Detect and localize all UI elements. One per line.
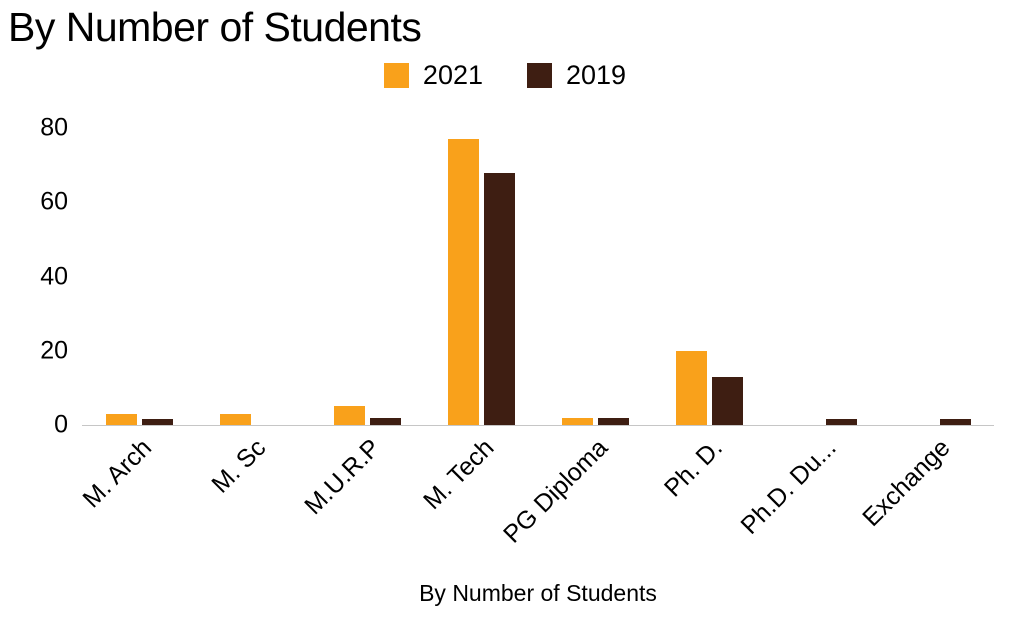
y-axis: 0 20 40 60 80 — [0, 115, 68, 437]
bar-2021 — [219, 413, 251, 425]
bar-2019 — [369, 417, 401, 425]
x-axis-category-label: PG Diploma — [498, 433, 614, 549]
legend-item-2021: 2021 — [383, 60, 483, 91]
x-axis-category-label: M.U.R.P — [298, 433, 386, 521]
category-group: M. Arch — [78, 128, 173, 513]
category-group: Exchange — [857, 128, 971, 532]
bar-2019 — [825, 419, 857, 425]
x-axis-category-label: Ph.D. Du... — [735, 433, 842, 540]
category-group: Ph.D. Du... — [735, 128, 857, 540]
legend-swatch-2021 — [383, 63, 409, 88]
y-tick-label: 40 — [40, 262, 68, 290]
bar-2021 — [105, 413, 137, 425]
bar-2019 — [597, 417, 629, 425]
legend-label-2019: 2019 — [566, 60, 627, 90]
chart-title: By Number of Students — [8, 4, 422, 50]
bar-2021 — [333, 406, 365, 425]
y-tick-label: 60 — [40, 187, 68, 216]
bar-2019 — [483, 172, 515, 425]
legend-swatch-2019 — [527, 63, 552, 88]
x-axis-category-label: M. Arch — [77, 433, 158, 514]
x-axis-title: By Number of Students — [419, 580, 657, 606]
y-tick-label: 80 — [40, 113, 68, 142]
bar-2019 — [141, 419, 173, 425]
y-tick-label: 0 — [54, 410, 68, 439]
plot-area: M. Arch M. Sc M.U.R.P M. Tech PG Diploma Ph. … — [78, 128, 994, 549]
x-axis-category-label: Exchange — [856, 433, 956, 533]
x-axis-category-label: M. Tech — [418, 433, 500, 515]
bar-2021 — [561, 417, 593, 425]
category-group: M. Tech — [418, 128, 515, 515]
category-group: Ph. D. — [658, 128, 743, 503]
category-group: M. Sc — [206, 128, 287, 499]
category-group: PG Diploma — [498, 128, 629, 549]
legend-label-2021: 2021 — [422, 60, 483, 90]
bar-2019 — [711, 376, 743, 425]
x-axis-category-label: Ph. D. — [658, 433, 728, 503]
bar-2021 — [447, 139, 479, 425]
legend: 2021 2019 — [0, 60, 1010, 91]
bar-2021 — [675, 350, 707, 425]
y-tick-label: 20 — [40, 336, 68, 365]
x-axis-category-label: M. Sc — [206, 433, 272, 499]
legend-item-2019: 2019 — [527, 60, 626, 91]
category-group: M.U.R.P — [299, 128, 401, 520]
bar-2019 — [939, 419, 971, 425]
